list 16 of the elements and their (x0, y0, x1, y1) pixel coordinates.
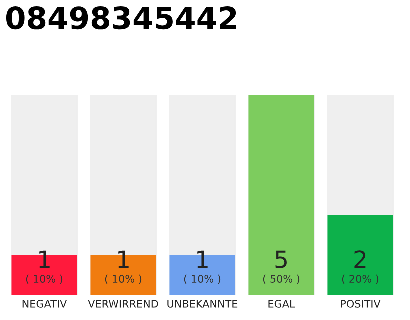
data-label: 5 (276, 250, 287, 268)
annotation: ( 20% ) (342, 274, 379, 284)
data-label: 1 (198, 250, 208, 268)
x-tick-label: EGAL (268, 300, 296, 308)
x-tick-label: NEGATIV (22, 300, 68, 308)
chart-title: 08498345442 (6, 6, 236, 30)
annotation: ( 10% ) (26, 274, 63, 284)
data-label: 1 (118, 250, 129, 268)
annotation: ( 10% ) (105, 274, 142, 284)
data-label: 2 (354, 250, 366, 268)
x-tick-label: POSITIV (341, 300, 381, 308)
annotation: ( 50% ) (263, 274, 300, 284)
data-label: 1 (40, 250, 50, 268)
annotation: ( 10% ) (184, 274, 221, 284)
x-tick-label: VERWIRREND (88, 300, 158, 308)
x-tick-label: UNBEKANNTE (168, 300, 238, 308)
